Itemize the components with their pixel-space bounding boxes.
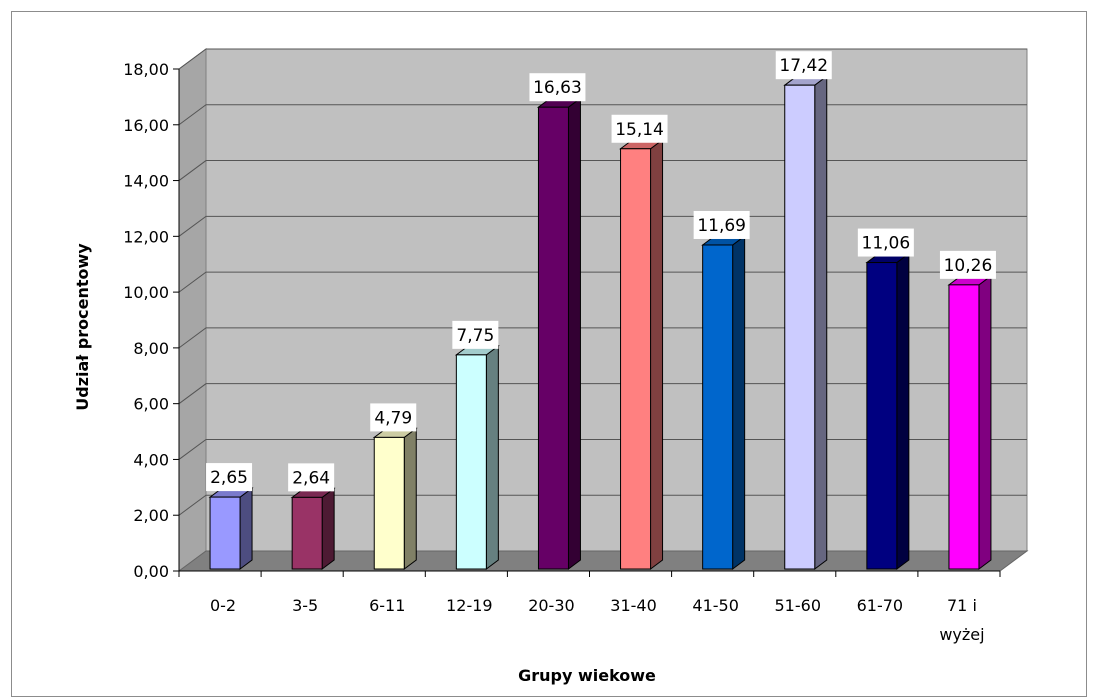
y-tick-labels: 0,00 2,00 4,00 6,00 8,00 10,00 12,00 14,00 16,00… [123,60,169,581]
x-tick-label: 0-2 [210,596,236,615]
data-label-box [452,320,499,349]
x-tick-label: 6-11 [369,596,405,615]
x-tick-label: 12-19 [446,596,493,615]
gridline [178,48,1027,70]
data-label-box [611,114,668,143]
data-label-box [288,463,335,492]
bar [784,84,816,570]
bar-side [978,274,992,570]
data-label-box [939,250,996,279]
data-label: 15,14 [615,120,664,140]
bar-side [814,75,828,570]
x-tick-label: 3-5 [292,596,318,615]
bar-side [650,138,664,570]
data-label: 16,63 [533,78,582,98]
x-tick-label: 41-50 [692,596,739,615]
data-label: 11,06 [862,234,911,254]
y-tick-label: 18,00 [123,60,169,79]
side-wall [178,48,207,572]
bar [373,436,405,570]
gridlines [178,48,1027,516]
x-tick-label: wyżej [939,625,984,644]
data-label-box [693,210,750,239]
data-label-box [206,463,253,492]
y-tick-label: 16,00 [123,116,169,135]
x-tick-label: 20-30 [528,596,575,615]
x-axis-title: Grupy wiekowe [518,666,656,685]
x-tick-label: 31-40 [610,596,657,615]
gridline [178,104,1027,126]
bar [948,284,980,570]
y-axis-title: Udział procentowy [73,243,92,411]
data-label-box [857,228,914,257]
x-tick-label: 71 i [947,596,977,615]
y-tick-label: 8,00 [133,339,169,358]
data-label: 4,79 [374,408,412,428]
data-label-box [370,403,417,432]
bar-side [403,427,417,570]
bar [866,262,898,570]
data-label: 2,65 [210,468,248,488]
bar-side [732,234,746,570]
bar [537,106,569,570]
bar [291,496,323,570]
data-label: 7,75 [456,326,494,346]
gridline [178,327,1027,349]
gridline [178,438,1027,460]
x-tick-label: 61-70 [857,596,904,615]
bar [455,354,487,570]
x-tick-label: 51-60 [775,596,822,615]
bar-side [239,487,253,570]
y-tick-label: 6,00 [133,395,169,414]
axes [173,68,1001,577]
y-tick-label: 14,00 [123,172,169,191]
data-label: 10,26 [944,256,993,276]
y-tick-label: 2,00 [133,506,169,525]
gridline [178,383,1027,405]
y-tick-label: 4,00 [133,450,169,469]
bar [620,148,652,570]
data-label: 11,69 [697,216,746,236]
data-label-box [529,73,586,102]
y-tick-label: 0,00 [133,562,169,581]
bar-side [567,97,581,570]
bar-side [896,252,910,570]
bar [702,244,734,570]
bar-side [321,487,335,570]
data-label: 2,64 [292,468,330,488]
data-label: 17,42 [779,56,828,76]
bar-side [485,344,499,570]
bar [209,496,241,570]
y-tick-label: 10,00 [123,283,169,302]
data-labels: 2,65 2,64 4,79 7,75 16,63 15,14 11,69 17,42 11,0… [206,51,996,492]
gridline [178,160,1027,181]
gridline [178,494,1027,516]
gridline [178,271,1027,293]
data-label-box [775,51,832,80]
x-tick-labels: 0-2 3-5 6-11 12-19 20-30 31-40 41-50 51-60 61-70… [210,596,985,644]
bars [208,75,993,570]
y-tick-label: 12,00 [123,227,169,246]
gridline [178,215,1027,237]
